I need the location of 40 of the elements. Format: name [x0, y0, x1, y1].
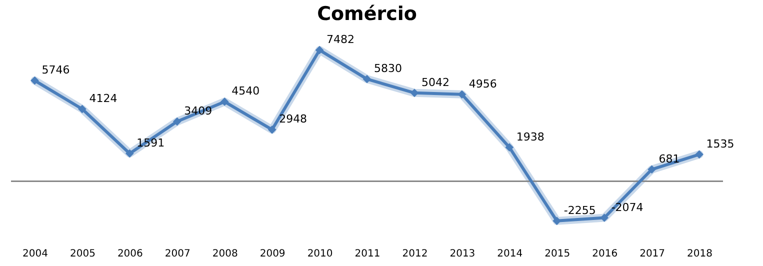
- x-tick-label: 2015: [544, 248, 570, 260]
- data-label: 4956: [468, 77, 497, 90]
- x-tick-label: 2011: [354, 248, 380, 260]
- point: [172, 117, 182, 126]
- data-label: 1535: [706, 137, 734, 150]
- data-label: 3409: [184, 104, 212, 118]
- point: [648, 165, 656, 174]
- point: [78, 104, 86, 114]
- data-label: 2948: [279, 112, 308, 126]
- x-tick-label: 2005: [70, 248, 96, 260]
- chart-title: Comércio: [317, 3, 417, 26]
- data-label: 681: [658, 152, 680, 166]
- x-tick-label: 2004: [22, 248, 48, 260]
- x-tick-label: 2013: [450, 248, 476, 260]
- point: [315, 46, 324, 54]
- x-tick-label: 2009: [260, 248, 286, 260]
- point: [268, 125, 276, 134]
- point: [505, 143, 514, 152]
- x-tick-label: 2006: [117, 248, 143, 260]
- x-tick-label: 2008: [212, 248, 238, 260]
- x-tick-label: 2014: [497, 248, 523, 260]
- x-tick-label: 2018: [687, 248, 712, 260]
- point: [362, 74, 372, 84]
- data-label: 1938: [516, 130, 544, 144]
- x-tick-label: 2017: [640, 248, 666, 260]
- data-label: 5042: [421, 76, 450, 89]
- point: [695, 150, 704, 159]
- point: [30, 76, 39, 85]
- data-label: 4124: [89, 92, 118, 106]
- x-tick-label: 2012: [402, 248, 428, 260]
- x-tick-label: 2007: [164, 248, 190, 260]
- data-label: 5830: [374, 62, 402, 76]
- data-label: 7482: [326, 33, 355, 46]
- x-tick-label: 2016: [592, 248, 618, 260]
- data-label: 5746: [42, 64, 70, 77]
- x-tick-label: 2010: [307, 248, 333, 260]
- point: [220, 98, 229, 106]
- data-label: 4540: [232, 84, 260, 98]
- data-label: -2255: [564, 204, 596, 217]
- point: [125, 149, 134, 158]
